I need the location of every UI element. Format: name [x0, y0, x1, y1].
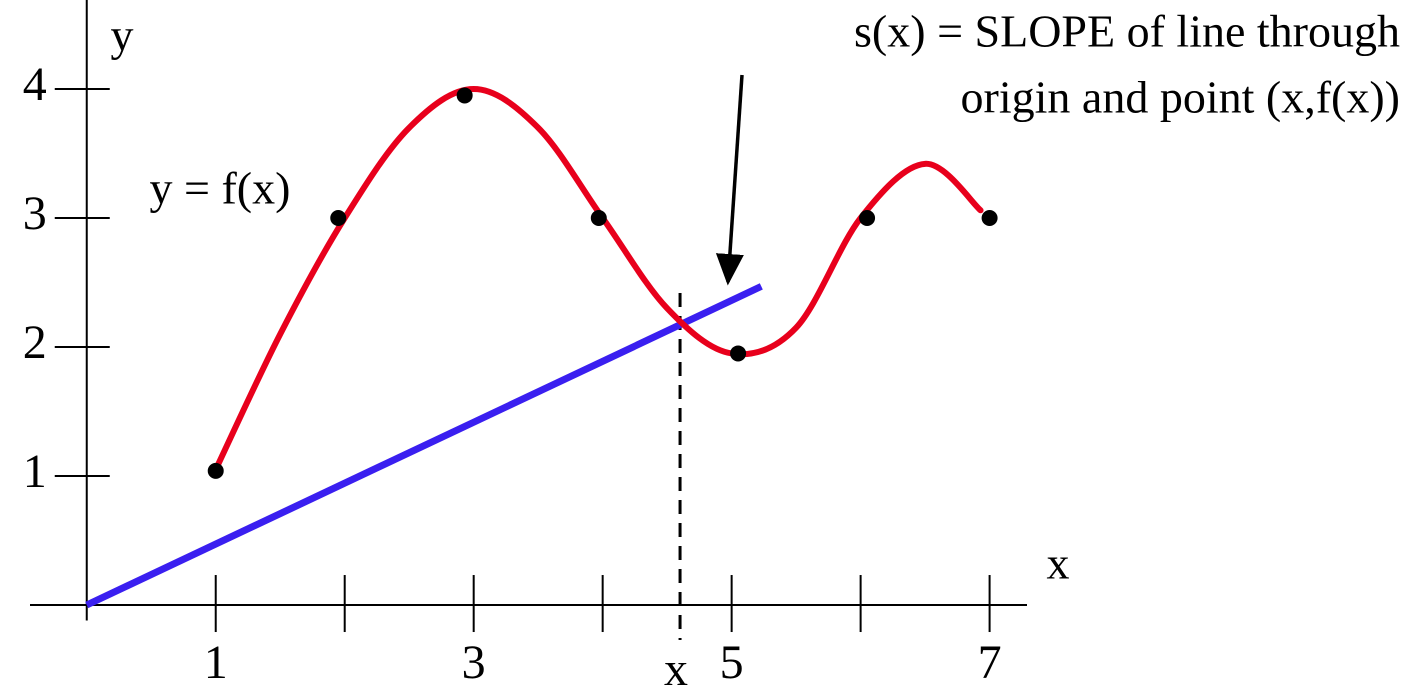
- x-tick-label: 5: [720, 636, 744, 689]
- y-tick-label: 2: [23, 316, 47, 369]
- data-point: [730, 345, 747, 362]
- x-axis-label: x: [1047, 538, 1070, 589]
- annotation-line: origin and point (x,f(x)): [961, 72, 1400, 123]
- data-point: [207, 462, 224, 479]
- annotation-line: s(x) = SLOPE of line through: [854, 6, 1400, 57]
- y-tick-label: 4: [23, 58, 47, 111]
- x-tick-label: 1: [204, 636, 228, 689]
- data-point: [330, 210, 347, 227]
- y-tick-label: 3: [23, 187, 47, 240]
- x-tick-label: 3: [462, 636, 486, 689]
- marker-label: x: [664, 643, 688, 696]
- data-point: [590, 210, 607, 227]
- slope-line: [85, 283, 763, 609]
- curve: [212, 86, 984, 473]
- annotation-arrow: [715, 74, 744, 286]
- curve-label: y = f(x): [150, 163, 291, 214]
- data-point: [859, 210, 876, 227]
- data-point: [981, 210, 998, 227]
- y-axis-label: y: [111, 10, 134, 61]
- y-tick-label: 1: [23, 445, 47, 498]
- data-point: [456, 87, 473, 104]
- x-tick-label: 7: [978, 636, 1002, 689]
